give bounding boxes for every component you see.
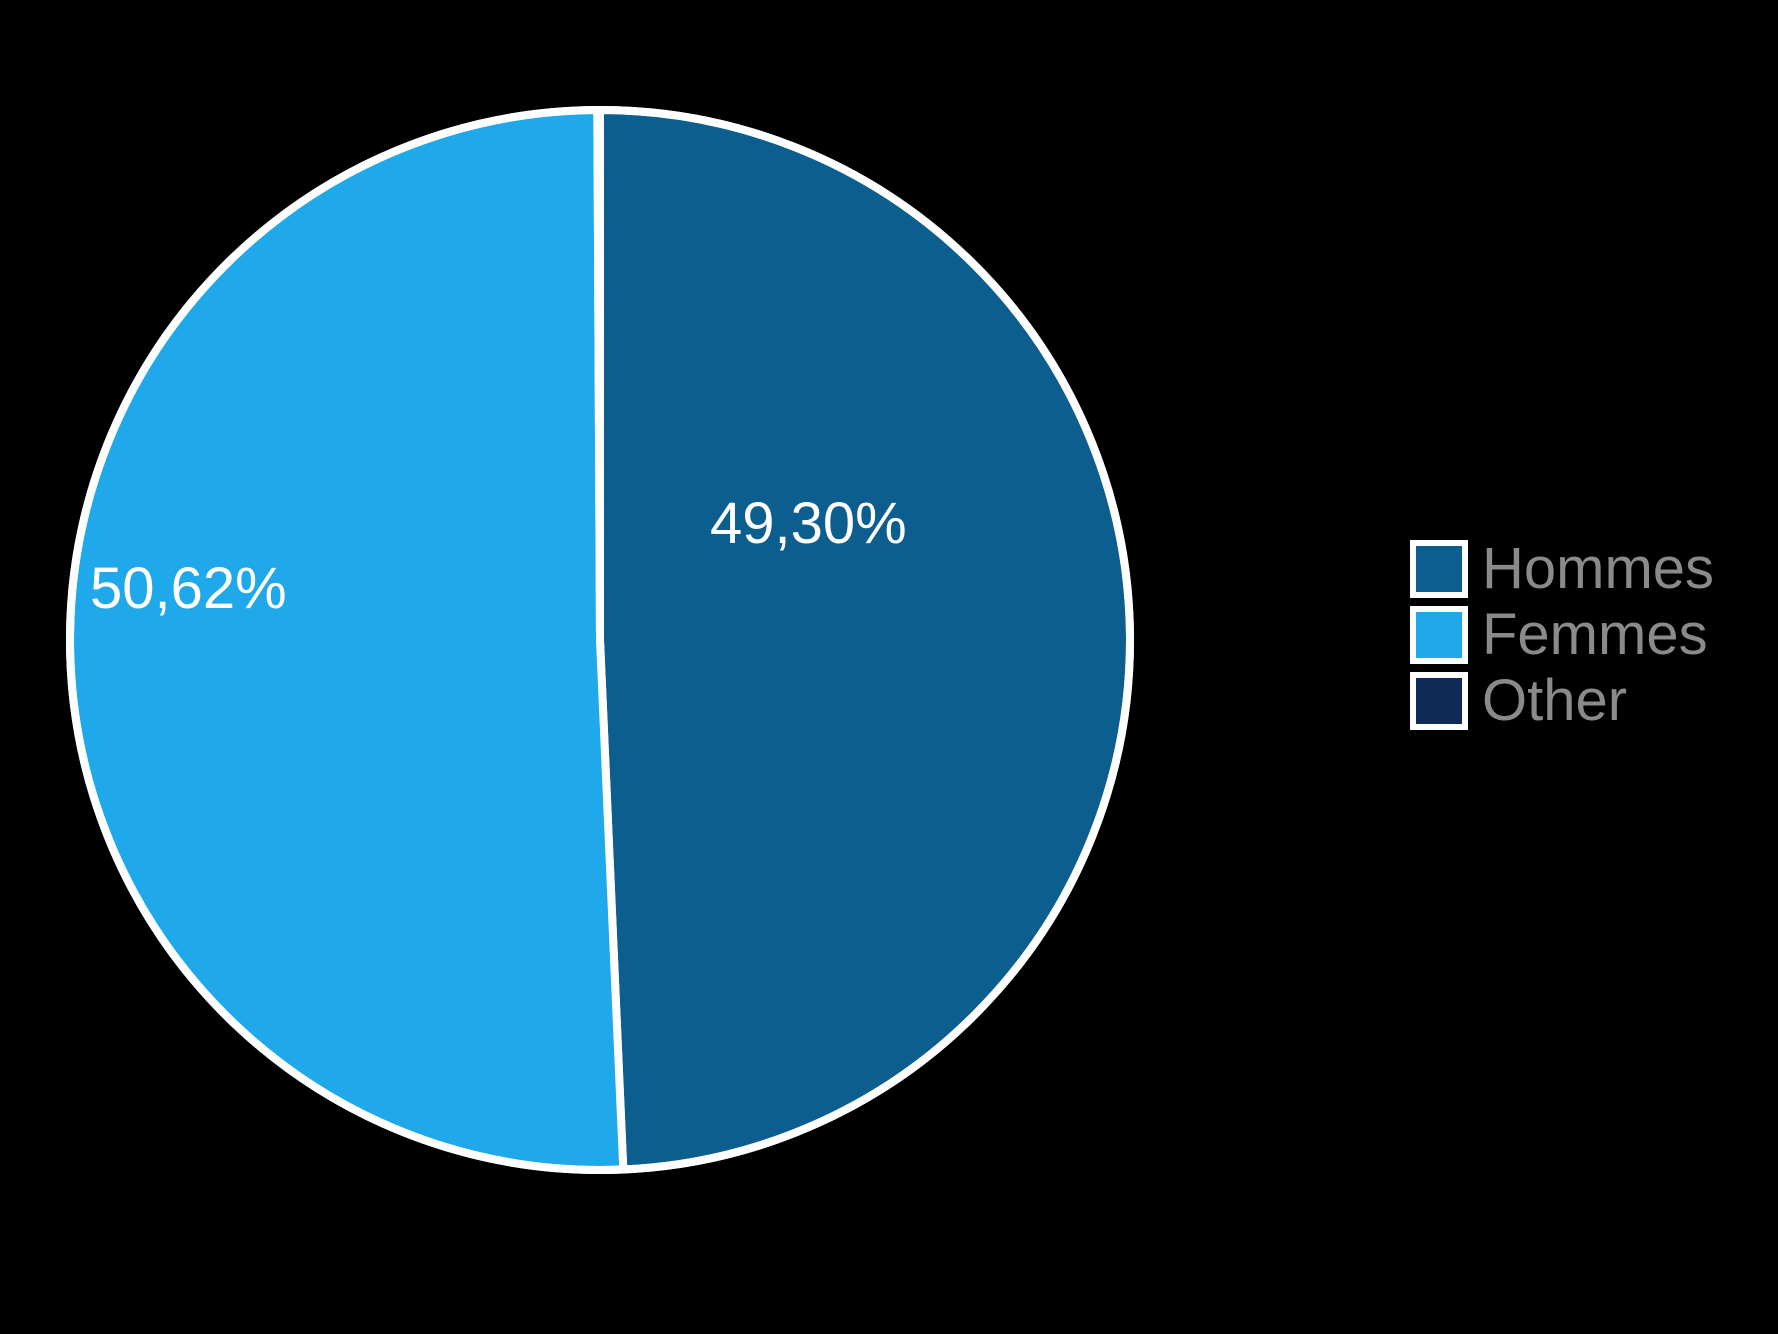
- legend-label-femmes: Femmes: [1482, 606, 1708, 664]
- legend-label-other: Other: [1482, 672, 1627, 730]
- legend-item-femmes: Femmes: [1410, 606, 1714, 664]
- legend-label-hommes: Hommes: [1482, 540, 1714, 598]
- legend-item-hommes: Hommes: [1410, 540, 1714, 598]
- pie-slice-hommes: [600, 110, 1130, 1169]
- pie-slice-femmes: [70, 110, 623, 1170]
- legend-swatch-femmes: [1410, 606, 1468, 664]
- chart-legend: Hommes Femmes Other: [1410, 540, 1714, 730]
- legend-item-other: Other: [1410, 672, 1714, 730]
- pie-chart-container: 49,30% 50,62% Hommes Femmes Other: [0, 0, 1778, 1334]
- slice-label-femmes: 50,62%: [90, 555, 287, 622]
- legend-swatch-other: [1410, 672, 1468, 730]
- slice-label-hommes: 49,30%: [710, 490, 907, 557]
- pie-slice-other: [597, 110, 600, 640]
- legend-swatch-hommes: [1410, 540, 1468, 598]
